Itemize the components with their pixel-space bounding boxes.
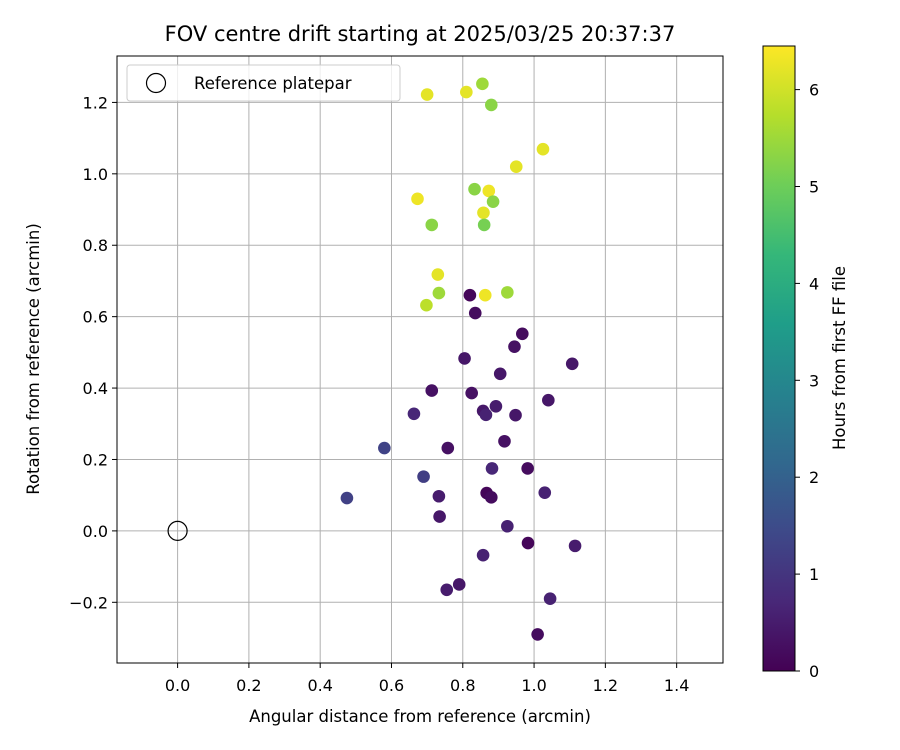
y-tick-label: 0.2	[83, 450, 108, 469]
x-tick-label: 1.0	[521, 676, 546, 695]
x-tick-label: 1.4	[664, 676, 689, 695]
y-tick-label: 1.2	[83, 93, 108, 112]
data-point	[498, 434, 511, 448]
y-axis-ticks: −0.2 0.0 0.2 0.4 0.6 0.8 1.0 1.2	[69, 93, 117, 612]
data-point	[417, 470, 430, 483]
data-point	[508, 340, 521, 353]
colorbar-tick-label: 5	[809, 178, 819, 197]
grid-lines	[117, 56, 723, 663]
data-point	[433, 510, 446, 523]
x-tick-label: 0.4	[307, 676, 332, 695]
legend-box	[126, 64, 401, 102]
data-point	[420, 88, 434, 101]
data-point	[501, 519, 514, 533]
data-point	[482, 184, 496, 198]
data-point	[441, 441, 455, 455]
data-point	[521, 462, 534, 475]
data-point	[432, 489, 446, 503]
data-point	[485, 462, 499, 475]
data-point	[452, 578, 466, 591]
data-point	[458, 352, 471, 365]
colorbar-tick-label: 2	[809, 468, 819, 487]
x-tick-label: 0.6	[379, 676, 404, 695]
chart-title: FOV centre drift starting at 2025/03/25 …	[165, 22, 676, 46]
data-point	[509, 160, 523, 173]
data-point	[493, 367, 507, 381]
data-point	[378, 441, 391, 455]
data-point	[407, 407, 421, 421]
data-point	[516, 327, 529, 341]
y-tick-label: 0.4	[83, 379, 108, 398]
data-point	[440, 583, 454, 597]
data-point	[565, 357, 579, 371]
colorbar-frame	[762, 45, 796, 672]
data-point	[531, 628, 544, 641]
data-point	[468, 306, 482, 320]
data-point	[478, 288, 492, 302]
y-tick-label: −0.2	[69, 593, 108, 612]
data-point	[538, 486, 552, 499]
y-tick-label: 0.8	[83, 236, 108, 255]
y-tick-label: 0.6	[83, 308, 108, 327]
data-point	[425, 218, 439, 232]
x-axis-ticks: 0.0 0.2 0.4 0.6 0.8 1.0 1.2 1.4	[165, 663, 689, 695]
data-point	[425, 384, 439, 397]
data-point	[477, 206, 490, 220]
data-point	[432, 286, 446, 300]
data-point	[543, 592, 557, 606]
colorbar-tick-label: 6	[809, 81, 819, 100]
x-tick-label: 0.8	[450, 676, 475, 695]
colorbar-gradient	[763, 46, 795, 671]
data-point	[484, 491, 498, 504]
data-point	[340, 491, 354, 505]
data-point	[463, 288, 477, 302]
data-point	[536, 142, 550, 156]
data-point	[468, 182, 481, 196]
data-point	[476, 548, 490, 562]
data-point	[420, 298, 433, 312]
data-point	[486, 195, 500, 208]
data-point	[542, 393, 555, 407]
data-point	[501, 286, 514, 299]
colorbar-tick-label: 3	[809, 371, 819, 390]
data-point	[460, 85, 473, 99]
colorbar-tick-label: 1	[809, 565, 819, 584]
colorbar-tick-label: 4	[809, 274, 819, 293]
colorbar: 0 1 2 3 4 5 6 Hours from first FF file	[762, 45, 849, 681]
plot-frame	[116, 55, 724, 664]
colorbar-label: Hours from first FF file	[830, 266, 849, 450]
data-point	[477, 218, 491, 232]
y-tick-label: 0.0	[83, 522, 108, 541]
reference-platepar-marker	[167, 520, 188, 541]
y-tick-label: 1.0	[83, 165, 108, 184]
data-point	[411, 192, 424, 206]
colorbar-tick-label: 0	[809, 662, 819, 681]
data-point	[509, 408, 522, 422]
legend: Reference platepar	[126, 64, 401, 102]
x-tick-label: 0.0	[165, 676, 190, 695]
data-point	[465, 386, 478, 400]
data-point	[431, 268, 445, 281]
legend-reference-marker	[145, 72, 167, 94]
x-tick-label: 1.2	[593, 676, 618, 695]
data-point	[484, 98, 498, 112]
x-axis-label: Angular distance from reference (arcmin)	[249, 707, 591, 726]
colorbar-ticks: 0 1 2 3 4 5 6	[795, 81, 819, 681]
legend-label-reference: Reference platepar	[194, 74, 352, 93]
y-axis-label: Rotation from reference (arcmin)	[24, 223, 43, 495]
data-point	[568, 539, 582, 553]
data-point	[521, 536, 535, 550]
data-points	[340, 77, 582, 641]
data-point	[479, 408, 493, 422]
x-tick-label: 0.2	[236, 676, 261, 695]
reference-marker-layer	[167, 520, 188, 541]
data-point	[489, 399, 503, 413]
data-point	[476, 77, 489, 91]
